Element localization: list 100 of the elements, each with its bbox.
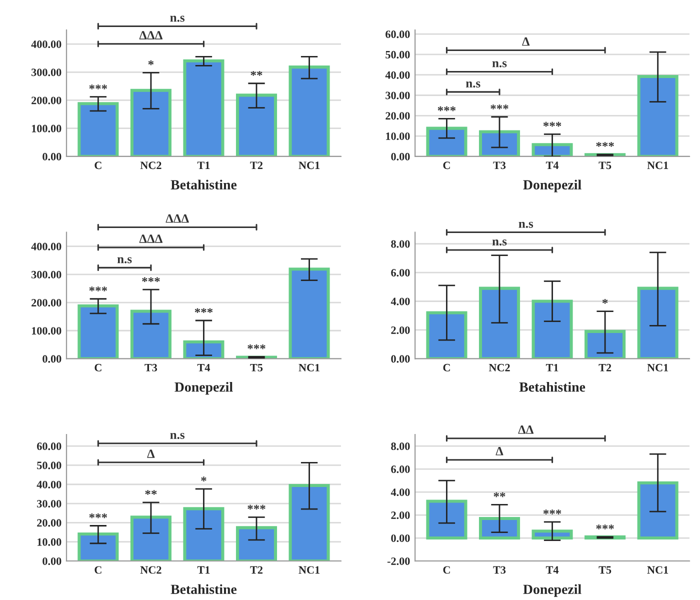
y-tick-label: 30.00 bbox=[37, 500, 62, 508]
annotation: *** bbox=[89, 84, 108, 90]
x-tick-label: T2 bbox=[598, 364, 612, 372]
y-tick-label: 100.00 bbox=[32, 124, 62, 132]
x-tick-label: T4 bbox=[197, 364, 210, 372]
annotation: n.s bbox=[117, 257, 132, 264]
annotation: ** bbox=[250, 71, 262, 76]
annotation: Δ bbox=[496, 447, 504, 456]
annotation: Δ bbox=[522, 37, 530, 46]
x-tick-label: T3 bbox=[493, 566, 506, 574]
x-tick-label: T3 bbox=[493, 162, 506, 170]
x-tick-label: T5 bbox=[250, 364, 263, 372]
x-tick-label: T5 bbox=[598, 162, 612, 170]
annotation: *** bbox=[89, 286, 108, 292]
y-tick-label: -2.00 bbox=[387, 557, 410, 566]
x-tick-label: T5 bbox=[598, 566, 612, 574]
annotation: ** bbox=[145, 490, 157, 495]
annotation: ** bbox=[494, 492, 506, 498]
x-tick-label: NC2 bbox=[140, 566, 162, 574]
x-tick-label: NC1 bbox=[298, 364, 320, 372]
y-tick-label: 0.00 bbox=[391, 152, 410, 160]
annotation: ΔΔΔ bbox=[139, 31, 162, 40]
y-tick-label: 20.00 bbox=[386, 112, 410, 120]
annotation: *** bbox=[490, 104, 508, 110]
annotation: *** bbox=[596, 524, 614, 530]
y-tick-label: 0.00 bbox=[391, 355, 410, 363]
x-tick-label: T1 bbox=[197, 162, 210, 169]
annotation: n.s bbox=[466, 82, 480, 88]
annotation: n.s bbox=[492, 240, 507, 246]
annotation: *** bbox=[248, 504, 266, 510]
x-tick-label: T3 bbox=[144, 364, 158, 372]
y-tick-label: 400.00 bbox=[31, 40, 62, 48]
y-tick-label: 400.00 bbox=[31, 242, 62, 250]
annotation: *** bbox=[248, 344, 266, 350]
annotation: n.s bbox=[170, 432, 184, 440]
y-tick-label: 8.00 bbox=[391, 442, 410, 450]
annotation: *** bbox=[142, 277, 160, 282]
y-tick-label: 60.00 bbox=[386, 30, 410, 38]
y-tick-label: 40.00 bbox=[36, 480, 62, 488]
annotation: Δ bbox=[147, 450, 155, 458]
x-tick-label: C bbox=[94, 364, 102, 372]
y-tick-label: 20.00 bbox=[37, 519, 62, 527]
y-tick-label: 2.00 bbox=[391, 511, 410, 520]
y-tick-label: 200.00 bbox=[32, 96, 62, 104]
y-tick-label: 10.00 bbox=[38, 538, 62, 546]
annotation: n.s bbox=[492, 61, 507, 68]
text: ΔΔΔ bbox=[166, 214, 189, 223]
y-tick-label: 4.00 bbox=[390, 298, 410, 306]
annotation: * bbox=[602, 299, 608, 304]
y-tick-label: 0.00 bbox=[391, 534, 410, 542]
y-tick-label: 200.00 bbox=[32, 298, 62, 307]
y-tick-label: 4.00 bbox=[390, 488, 410, 496]
x-tick-label: T4 bbox=[546, 566, 559, 574]
x-axis-title: Betahistine bbox=[519, 382, 586, 392]
x-tick-label: C bbox=[94, 566, 102, 574]
y-tick-label: 60.00 bbox=[37, 442, 62, 450]
y-tick-label: 0.00 bbox=[42, 152, 62, 160]
x-tick-label: C bbox=[443, 566, 450, 574]
y-tick-label: 50.00 bbox=[386, 50, 410, 58]
annotation: *** bbox=[89, 513, 108, 518]
y-tick-label: 0.00 bbox=[42, 355, 62, 363]
x-tick-label: C bbox=[443, 162, 450, 170]
y-tick-label: 6.00 bbox=[391, 268, 410, 277]
annotation: *** bbox=[438, 106, 456, 112]
x-tick-label: T2 bbox=[250, 162, 263, 169]
y-tick-label: 8.00 bbox=[391, 240, 410, 248]
y-tick-label: 30.00 bbox=[386, 92, 410, 100]
annotation: *** bbox=[543, 510, 562, 514]
x-tick-label: NC1 bbox=[647, 566, 668, 574]
annotation: *** bbox=[596, 142, 614, 147]
text: ΔΔ bbox=[518, 426, 534, 434]
x-axis-title: Donepezil bbox=[174, 382, 233, 395]
x-tick-label: NC2 bbox=[488, 364, 510, 372]
y-tick-label: 40.00 bbox=[385, 71, 410, 79]
y-tick-label: 6.00 bbox=[391, 466, 410, 474]
y-tick-label: 50.00 bbox=[37, 462, 62, 470]
y-tick-label: 100.00 bbox=[32, 327, 62, 335]
x-axis-title: Donepezil bbox=[523, 180, 582, 192]
x-tick-label: NC1 bbox=[647, 364, 668, 372]
x-tick-label: NC1 bbox=[298, 566, 320, 574]
y-tick-label: 300.00 bbox=[32, 270, 62, 278]
x-tick-label: NC1 bbox=[298, 162, 320, 170]
x-tick-label: NC2 bbox=[140, 162, 162, 170]
x-tick-label: T1 bbox=[546, 364, 558, 372]
x-tick-label: T1 bbox=[197, 566, 210, 574]
x-axis-title: Betahistine bbox=[170, 180, 237, 190]
annotation: ΔΔΔ bbox=[139, 234, 162, 243]
x-tick-label: NC1 bbox=[647, 162, 668, 170]
y-tick-label: 0.00 bbox=[42, 557, 62, 566]
text: n.s bbox=[170, 16, 184, 22]
y-tick-label: 300.00 bbox=[32, 68, 62, 76]
annotation: *** bbox=[543, 122, 562, 127]
x-tick-label: C bbox=[443, 364, 450, 372]
x-tick-label: T2 bbox=[250, 566, 263, 574]
x-tick-label: T4 bbox=[546, 162, 559, 169]
x-axis-title: Donepezil bbox=[523, 584, 582, 597]
annotation: * bbox=[148, 60, 154, 66]
x-tick-label: C bbox=[94, 162, 102, 170]
annotation: * bbox=[201, 476, 206, 482]
x-axis-title: Betahistine bbox=[170, 584, 237, 594]
